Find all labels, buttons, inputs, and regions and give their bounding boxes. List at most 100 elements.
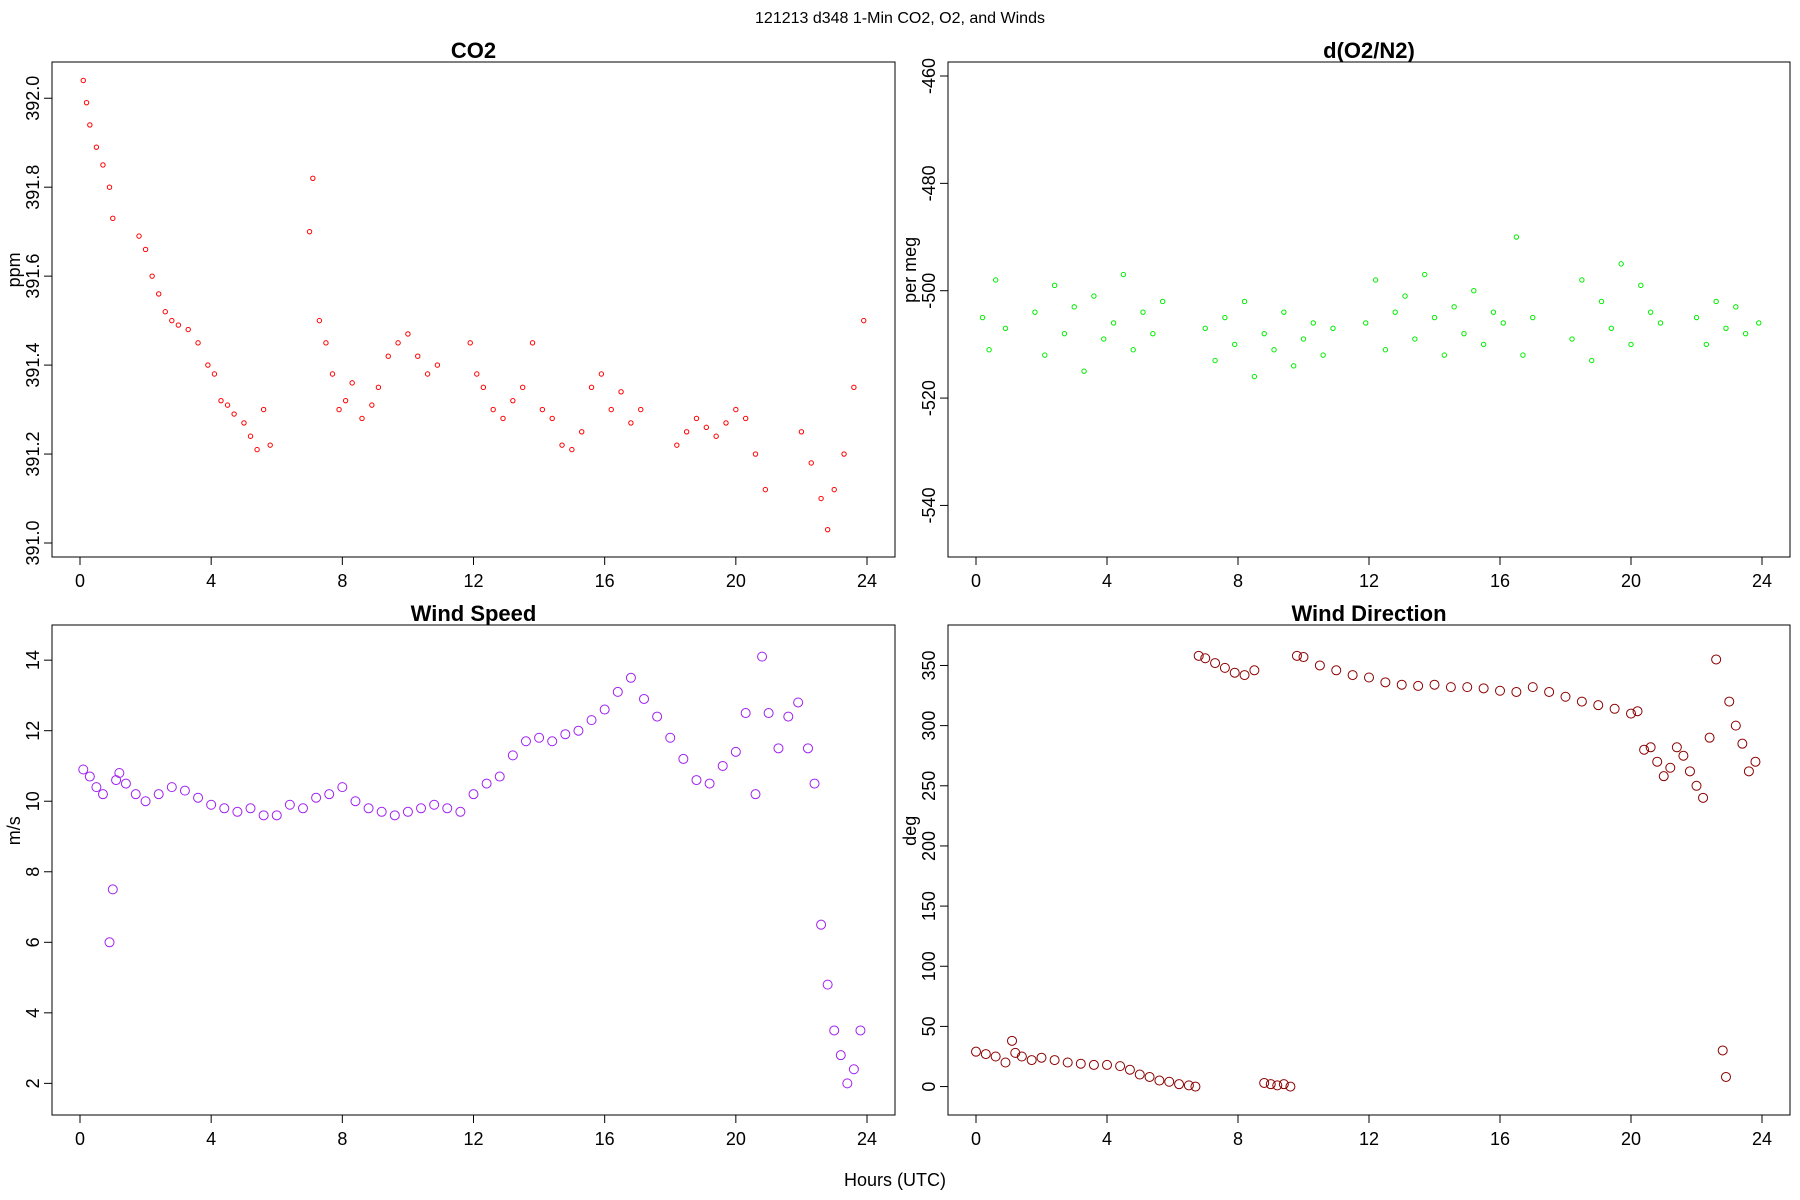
x-tick-label: 12 [463, 571, 483, 591]
data-point-wind-direction [1088, 1059, 1099, 1070]
y-tick-label: -460 [919, 58, 939, 94]
data-point-co2 [136, 233, 142, 239]
panel-o2: d(O2/N2) 0 4 8 12 16 20 24 -540 -520 -500 -480 -460 p… [900, 38, 1791, 591]
x-tick-label: 4 [206, 571, 216, 591]
data-point-wind-speed [104, 937, 115, 948]
data-point-o2 [1480, 341, 1487, 348]
data-point-wind-direction [1298, 652, 1309, 663]
y-tick-label: 10 [23, 791, 43, 811]
data-point-co2 [359, 415, 365, 422]
y-tick-label: -480 [919, 165, 939, 201]
data-point-wind-direction [1285, 1081, 1296, 1092]
data-point-wind-direction [1544, 686, 1555, 697]
data-point-co2 [467, 340, 473, 346]
data-point-wind-speed [717, 760, 728, 771]
data-point-wind-direction [1144, 1071, 1155, 1082]
data-point-wind-direction [1730, 720, 1741, 731]
data-point-co2 [762, 486, 769, 493]
data-point-wind-speed [245, 803, 256, 814]
data-point-co2 [195, 340, 201, 346]
data-point-co2 [474, 371, 480, 377]
data-point-wind-direction [1743, 766, 1754, 777]
data-point-co2 [110, 215, 116, 222]
y-tick-label: 391.8 [23, 165, 43, 210]
x-tick-label: 0 [971, 1129, 981, 1149]
data-point-co2 [310, 175, 316, 181]
data-point-wind-speed [324, 789, 335, 800]
data-point-wind-speed [773, 743, 784, 754]
x-tick-label: 4 [1102, 1129, 1112, 1149]
data-point-wind-direction [1291, 650, 1302, 661]
data-point-co2 [733, 406, 739, 413]
data-point-co2 [519, 384, 526, 391]
data-point-wind-direction [1314, 660, 1325, 671]
data-point-o2 [1042, 352, 1048, 358]
data-point-wind-direction [1229, 667, 1240, 678]
data-point-wind-direction [1626, 708, 1636, 719]
data-point-o2 [1212, 357, 1218, 364]
panel-co2: CO2 0 4 8 12 16 20 24 391.0 391.2 391.4 391.6 391.8 3… [4, 38, 896, 591]
data-point-co2 [500, 415, 506, 422]
data-point-wind-speed [363, 803, 374, 814]
figure-xlabel: Hours (UTC) [844, 1170, 946, 1190]
data-point-wind-speed [842, 1078, 853, 1089]
data-point-o2 [1713, 298, 1719, 305]
data-point-co2 [434, 362, 441, 368]
data-point-wind-speed [763, 708, 774, 719]
data-point-wind-direction [1413, 680, 1424, 691]
data-point-co2 [424, 371, 431, 377]
x-tick-label: 20 [726, 1129, 746, 1149]
data-point-o2 [1657, 320, 1664, 326]
data-point-wind-speed [802, 743, 813, 754]
data-point-wind-direction [971, 1046, 981, 1057]
data-point-o2 [1451, 304, 1457, 310]
panel-title-wind-speed: Wind Speed [411, 601, 537, 626]
data-point-wind-speed [297, 803, 308, 814]
data-point-o2 [1150, 330, 1156, 337]
data-point-wind-direction [1000, 1057, 1011, 1068]
data-point-o2 [1513, 234, 1520, 240]
x-tick-label: 24 [1752, 571, 1772, 591]
y-tick-label: 14 [23, 650, 43, 670]
data-point-wind-direction [1711, 654, 1722, 665]
x-tick-label: 20 [1621, 1129, 1641, 1149]
data-point-co2 [169, 317, 175, 324]
data-point-co2 [529, 340, 536, 346]
data-point-wind-speed [153, 789, 164, 800]
data-point-co2 [539, 406, 546, 413]
data-point-co2 [385, 353, 391, 359]
y-tick-label: 391.0 [23, 520, 43, 565]
data-point-o2 [1281, 309, 1287, 315]
data-point-wind-speed [625, 672, 636, 683]
data-point-o2 [1071, 304, 1077, 310]
data-point-o2 [1703, 341, 1710, 348]
data-point-o2 [1598, 298, 1605, 305]
data-point-wind-speed [507, 750, 518, 761]
data-point-co2 [638, 406, 644, 413]
data-point-wind-speed [258, 810, 269, 821]
y-tick-label: 391.2 [23, 432, 43, 477]
x-tick-label: 16 [1490, 571, 1510, 591]
data-point-co2 [480, 384, 487, 391]
data-point-o2 [1618, 261, 1624, 267]
data-point-o2 [1232, 341, 1238, 348]
data-point-wind-direction [1259, 1077, 1270, 1088]
data-point-wind-direction [1750, 756, 1761, 767]
data-point-wind-speed [740, 708, 751, 719]
data-point-wind-direction [1717, 1045, 1728, 1056]
data-point-wind-speed [599, 704, 610, 715]
panel-title-wind-direction: Wind Direction [1291, 601, 1446, 626]
y-tick-label: -520 [919, 380, 939, 416]
data-point-co2 [713, 433, 719, 439]
data-point-wind-speed [835, 1050, 846, 1061]
data-point-wind-speed [560, 729, 571, 740]
data-point-wind-speed [206, 799, 217, 810]
y-tick-label: 250 [919, 771, 939, 801]
y-tick-label: 100 [919, 951, 939, 981]
data-point-co2 [818, 495, 824, 502]
data-point-wind-direction [1200, 653, 1211, 664]
data-point-co2 [490, 406, 496, 413]
data-point-o2 [1101, 336, 1107, 342]
data-point-wind-direction [1115, 1061, 1126, 1072]
